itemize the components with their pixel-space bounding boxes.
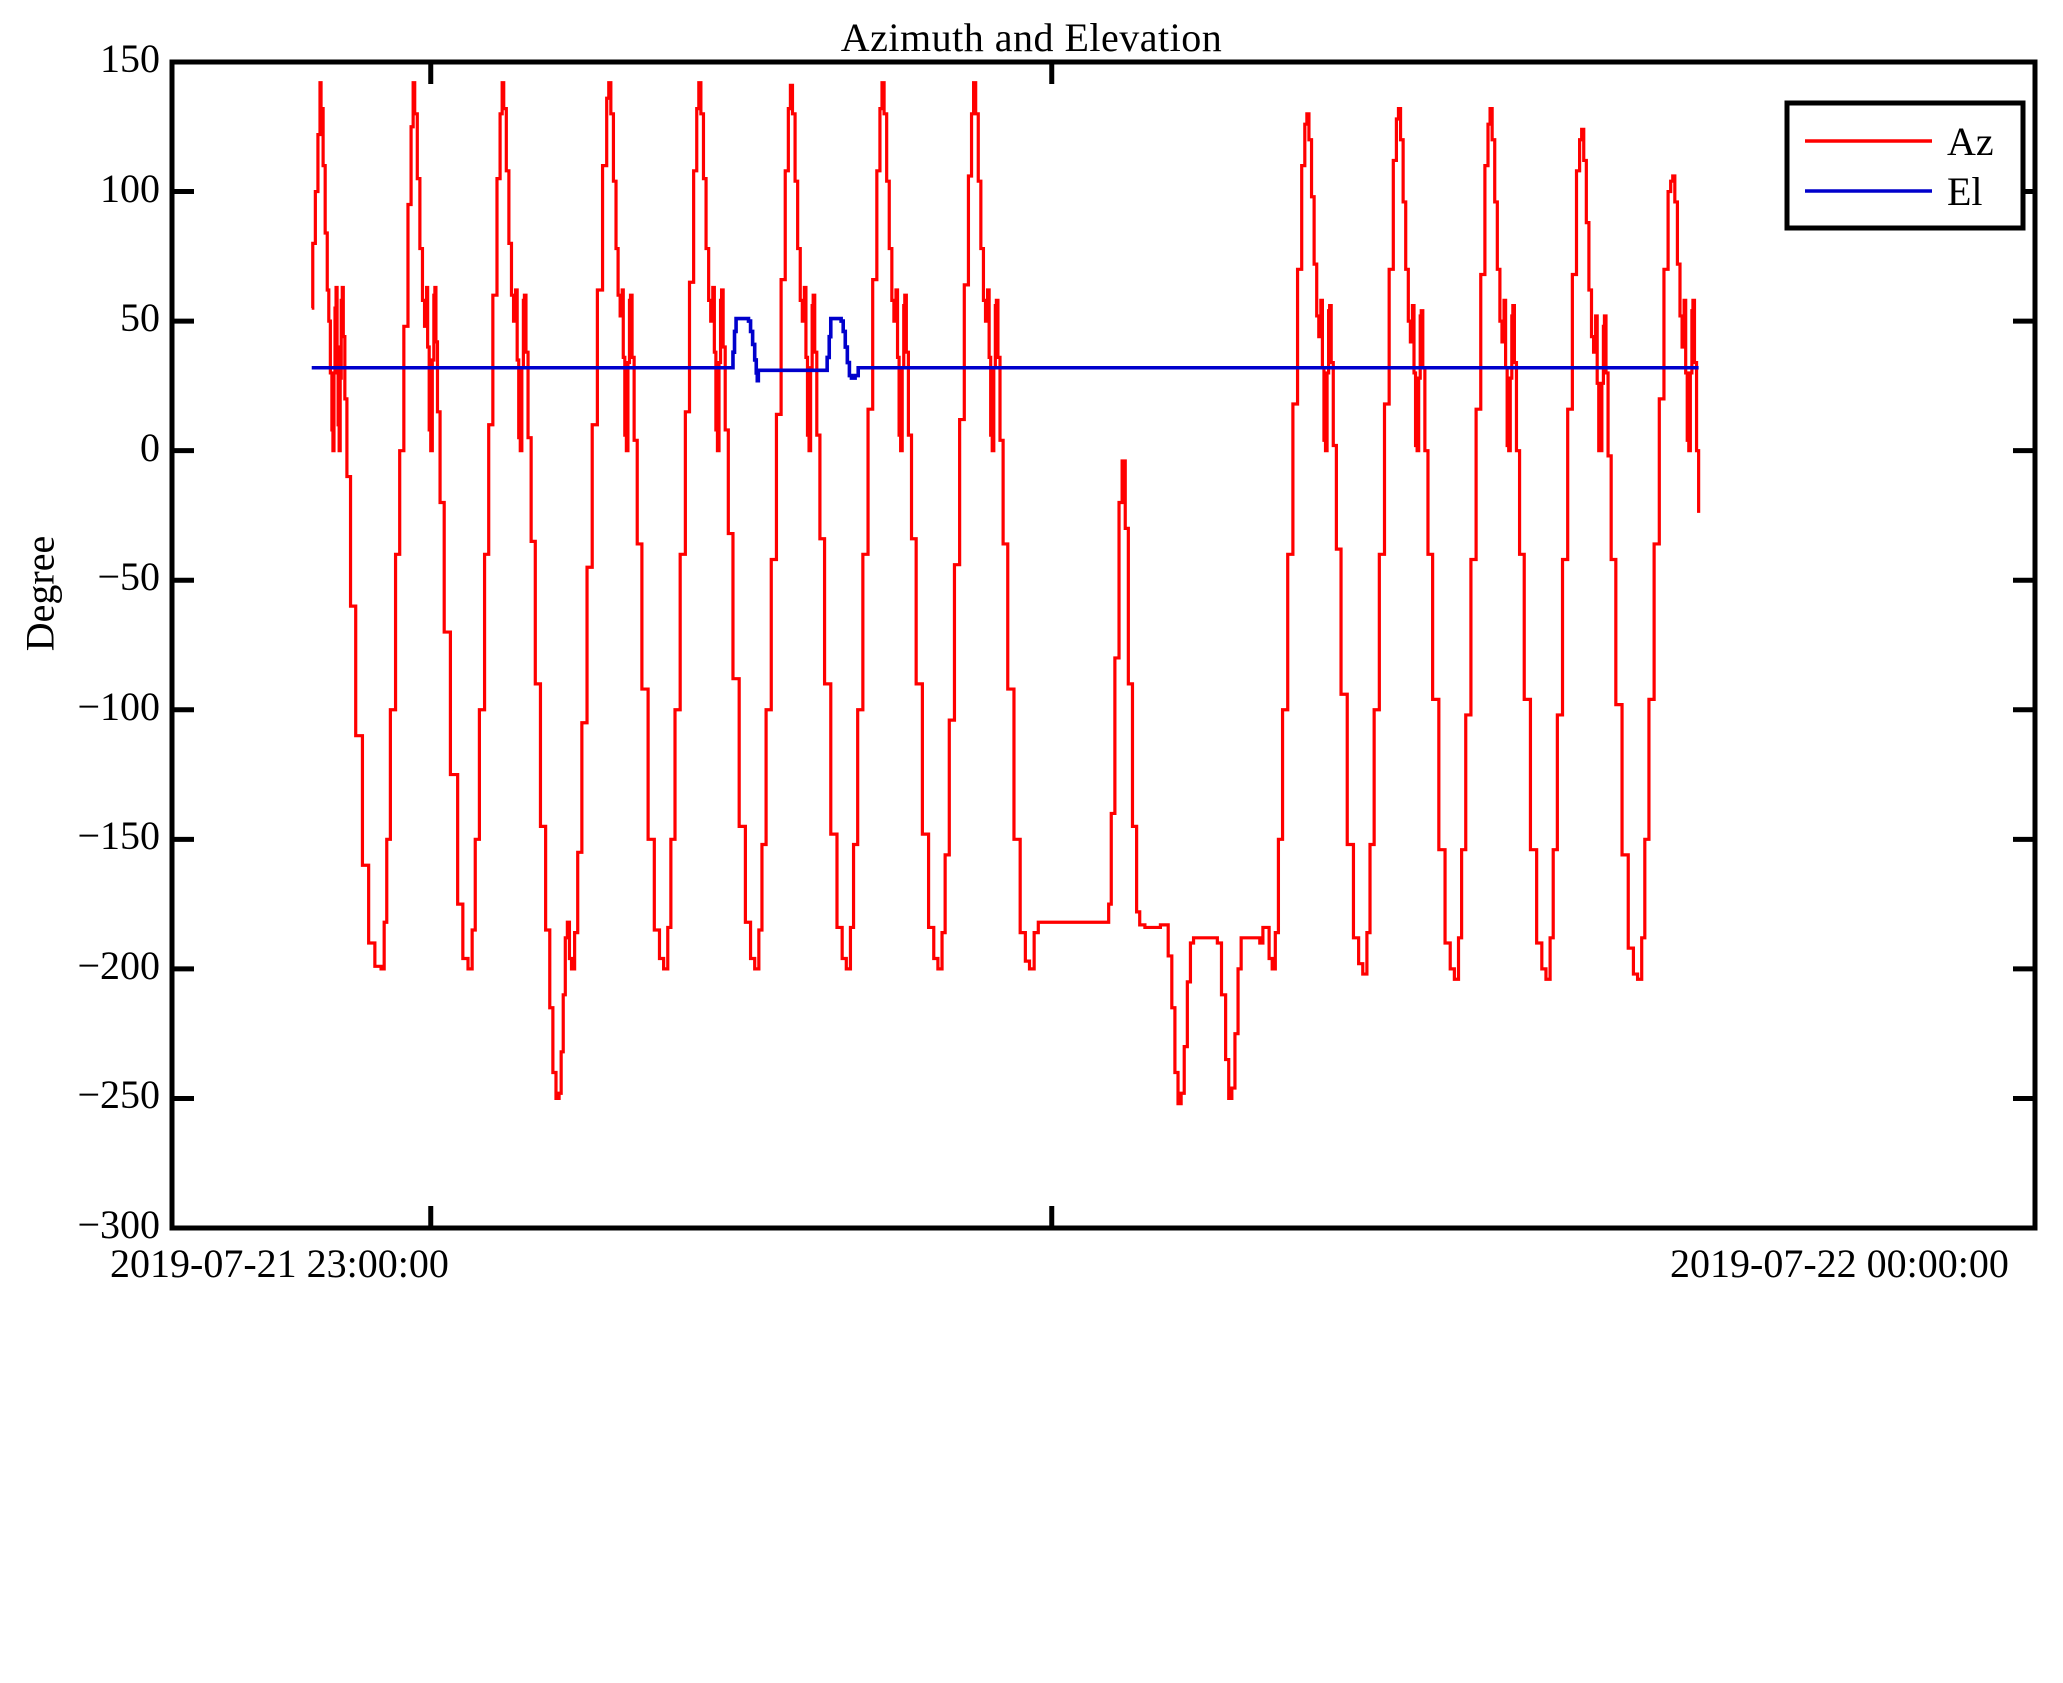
data-series (311, 81, 1701, 1106)
axes-frame (169, 59, 2038, 1231)
page-title: Azimuth and Elevation (840, 15, 1223, 60)
y-axis-tick-label: −100 (77, 683, 160, 729)
axes-frame-rect (169, 59, 2038, 1231)
y-axis-tick-label: −200 (77, 942, 160, 988)
y-axis-tick-label: −300 (77, 1202, 160, 1247)
y-axis-tick-label: 50 (120, 295, 160, 341)
series-line-az (311, 81, 1701, 1106)
legend-box (1784, 100, 2026, 231)
y-axis-tick-labels: 150 100 50 0 −50 −100 −150 −200 −250 −300 (0, 0, 160, 1683)
series-line-el (311, 316, 1699, 383)
legend: Az El (1784, 100, 2026, 231)
x-axis-tick-label-end: 2019-07-22 00:00:00 (1670, 1241, 2009, 1286)
y-axis-tick-label: 0 (140, 424, 160, 470)
y-axis-tick-label: −50 (97, 554, 160, 600)
y-axis-tick-label: 150 (100, 36, 160, 81)
y-axis-tick-label: 100 (100, 165, 160, 211)
y-axis-tick-label: −250 (77, 1072, 160, 1118)
y-axis-tick-label: −150 (77, 813, 160, 859)
x-axis-tick-label-start: 2019-07-21 23:00:00 (110, 1241, 449, 1286)
legend-label-el: El (1947, 169, 1983, 214)
legend-label-az: Az (1947, 119, 1994, 164)
